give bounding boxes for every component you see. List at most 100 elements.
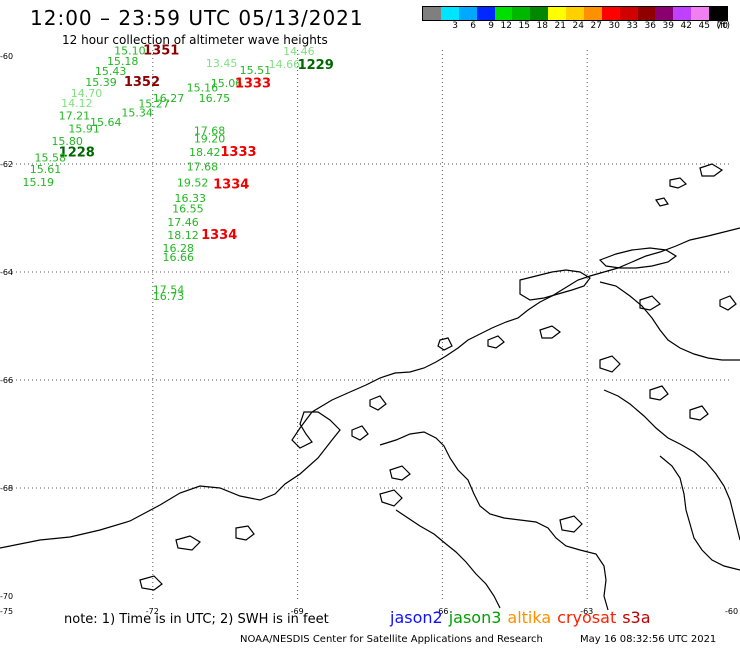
map-title: 12:00 – 23:59 UTC 05/13/2021 [30,6,364,30]
wave-height-value: 16.27 [153,92,185,105]
wave-height-value: 16.28 [162,242,194,255]
map-grid [8,50,732,600]
color-scale-labels: 3 6 9 12 15 18 21 24 27 30 33 36 39 42 45 70 [422,21,728,31]
scale-swatch [530,7,549,20]
island-small-9 [351,425,369,441]
island-small-5 [655,197,669,207]
island-small-19 [719,295,737,311]
wave-height-value: 15.80 [51,135,83,148]
island-small-10 [389,465,411,481]
pass-time-label: 1228 [59,145,95,160]
pass-time-label: 1351 [143,43,179,58]
wave-height-value: 15.06 [211,77,243,90]
ice-shelf-coast [395,509,501,609]
wave-height-value: 15.19 [22,176,54,189]
longitude-label: -72 [146,607,159,616]
scale-swatch [512,7,531,20]
wave-height-value: 15.10 [114,44,146,57]
scale-label: 18 [536,21,548,31]
scale-label: 12 [500,21,512,31]
satellite-legend-item: jason2 [390,608,443,627]
scale-label: 36 [644,21,656,31]
scale-swatch [476,7,495,20]
pass-time-label: 1333 [220,145,256,160]
wave-height-value: 15.27 [138,97,170,110]
scale-swatch [637,7,656,20]
island-small-13 [599,355,621,373]
scale-label: 24 [572,21,584,31]
island-small-11 [379,489,403,507]
island-ne [598,247,678,269]
scale-label: 42 [680,21,692,31]
satellite-legend-item: jason3 [448,608,502,627]
wave-height-value: 15.91 [68,123,100,136]
island-small-3 [669,177,688,189]
scale-label: 15 [518,21,530,31]
latitude-label: -64 [0,268,13,277]
wave-height-value: 15.16 [187,82,219,95]
wave-height-value: 19.20 [194,132,226,145]
longitude-label: -63 [580,607,593,616]
latitude-label: -62 [0,160,13,169]
scale-label: 3 [452,21,458,31]
wave-height-value: 15.39 [85,76,117,89]
wave-height-value: 15.58 [35,151,66,164]
scale-swatch [601,7,620,20]
scale-label: 6 [470,21,476,31]
axis-labels: -60 -62 -64 -66 -68 -70 -75 -72 -69 -66 -63 -60 [0,52,738,616]
latitude-label: -66 [0,376,13,385]
inner-coast [379,431,609,611]
wave-height-value: 15.64 [90,116,122,129]
island-small-15 [175,535,201,551]
island-small-2 [639,295,661,311]
color-scale-unit: (ft) [716,21,730,31]
scale-swatch [440,7,459,20]
pass-time-label: 1352 [124,75,160,90]
island-small-4 [699,163,724,177]
scale-swatch [548,7,566,20]
longitude-label: -75 [0,607,13,616]
pass-time-label: 1229 [298,58,334,73]
scale-swatch [494,7,513,20]
scale-swatch [423,7,441,20]
island-small-12 [559,515,583,533]
island-small-14 [649,385,669,401]
scale-swatch [458,7,477,20]
island-small-1 [539,325,561,339]
wave-height-value: 15.43 [95,65,127,78]
scale-label: 70 [716,21,728,31]
scale-swatch [619,7,638,20]
wave-height-value: 17.46 [167,216,199,229]
scale-label: 21 [554,21,566,31]
latitude-label: -60 [0,52,13,61]
scale-label: 39 [662,21,674,31]
wave-height-value: 18.42 [189,146,221,159]
scale-label: 9 [488,21,494,31]
wave-height-value: 14.12 [61,97,93,110]
wave-height-value: 16.55 [172,203,204,216]
wave-height-value: 18.12 [167,229,199,242]
antarctic-peninsula-coast [0,227,740,549]
wave-height-value: 16.33 [175,192,207,205]
wave-height-color-scale: 3 6 9 12 15 18 21 24 27 30 33 36 39 42 45 70 (ft) [422,6,730,31]
scale-swatch [566,7,584,20]
wave-height-value: 14.66 [269,58,301,71]
island-small-17 [235,525,255,541]
satellite-legend-item: s3a [622,608,651,627]
wave-height-value: 16.73 [153,290,185,303]
wave-height-value: 16.66 [162,251,194,264]
scale-label: 30 [608,21,620,31]
scale-swatch [583,7,602,20]
island-small-18 [689,405,709,421]
satellite-legend-item: cryosat [557,608,617,627]
longitude-label: -69 [291,607,304,616]
east-coast [599,281,740,361]
generation-timestamp: May 16 08:32:56 UTC 2021 [580,634,717,645]
island-small-6 [487,335,505,349]
island-small-7 [437,337,453,351]
pass-time-label: 1334 [201,228,237,243]
pass-time-label: 1334 [213,177,249,192]
coastline [0,163,740,611]
